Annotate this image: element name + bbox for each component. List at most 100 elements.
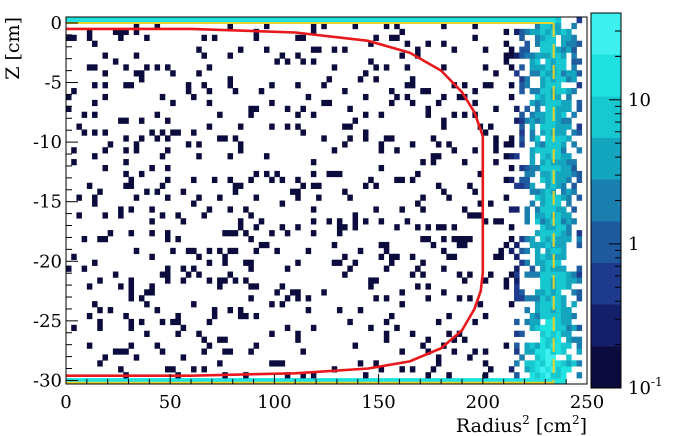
heatmap-cell: [71, 253, 77, 260]
heatmap-cell: [576, 348, 583, 355]
heatmap-cell: [86, 34, 93, 41]
heatmap-cell: [576, 194, 583, 201]
heatmap-cell: [149, 129, 155, 136]
heatmap-cell: [576, 277, 583, 284]
heatmap-cell: [138, 17, 145, 24]
heatmap-cell: [508, 271, 515, 278]
heatmap-cell: [71, 324, 77, 332]
heatmap-cell: [310, 206, 317, 213]
heatmap-cell: [545, 283, 551, 290]
heatmap-cell: [566, 318, 572, 326]
heatmap-cell: [519, 295, 525, 302]
heatmap-cell: [534, 247, 541, 255]
heatmap-cell: [217, 336, 223, 343]
heatmap-cell: [128, 82, 135, 89]
heatmap-cell: [540, 153, 546, 160]
heatmap-cell: [529, 200, 536, 207]
heatmap-cell: [540, 354, 546, 361]
heatmap-cell: [524, 46, 530, 53]
heatmap-cell: [566, 135, 572, 142]
heatmap-cell: [295, 82, 301, 89]
heatmap-cell: [237, 312, 244, 320]
heatmap-cell: [248, 283, 254, 290]
heatmap-cell: [560, 283, 567, 290]
heatmap-cell: [545, 147, 551, 154]
heatmap-cell: [378, 111, 385, 118]
heatmap-cell: [201, 34, 207, 41]
heatmap-cell: [545, 200, 551, 207]
heatmap-cell: [545, 141, 551, 148]
heatmap-cell: [524, 52, 530, 59]
heatmap-cell: [498, 253, 504, 260]
heatmap-cell: [482, 348, 489, 355]
heatmap-cell: [566, 224, 572, 231]
heatmap-cell: [159, 93, 166, 101]
heatmap-cell: [154, 188, 161, 195]
heatmap-cell: [170, 247, 176, 255]
heatmap-cell: [284, 17, 291, 24]
heatmap-cell: [310, 182, 317, 189]
heatmap-cell: [566, 123, 572, 130]
heatmap-cell: [191, 366, 197, 373]
heatmap-cell: [222, 253, 228, 260]
heatmap-cell: [435, 360, 442, 367]
heatmap-cell: [550, 141, 557, 148]
heatmap-cell: [545, 105, 551, 113]
heatmap-cell: [175, 236, 181, 243]
heatmap-cell: [389, 99, 395, 107]
heatmap-cell: [196, 378, 202, 384]
heatmap-cell: [477, 301, 484, 308]
heatmap-cell: [123, 182, 129, 189]
heatmap-cell: [300, 34, 306, 41]
heatmap-cell: [201, 348, 207, 355]
heatmap-cell: [331, 366, 338, 373]
heatmap-cell: [248, 17, 254, 24]
heatmap-cell: [222, 17, 228, 24]
heatmap-cell: [211, 34, 218, 41]
heatmap-cell: [269, 123, 275, 130]
heatmap-cell: [571, 271, 577, 278]
heatmap-cell: [545, 34, 551, 41]
heatmap-cell: [508, 378, 515, 384]
heatmap-cell: [399, 366, 405, 373]
heatmap-cell: [248, 348, 254, 355]
heatmap-cell: [420, 378, 426, 384]
heatmap-cell: [336, 259, 343, 266]
heatmap-cell: [576, 170, 583, 178]
heatmap-cell: [217, 277, 223, 284]
heatmap-cell: [467, 17, 473, 24]
heatmap-cell: [227, 230, 234, 237]
heatmap-cell: [441, 289, 447, 296]
heatmap-cell: [206, 99, 213, 107]
heatmap-cell: [76, 212, 82, 219]
heatmap-cell: [180, 265, 187, 272]
heatmap-cell: [253, 105, 260, 113]
heatmap-cell: [534, 206, 541, 213]
heatmap-cell: [201, 82, 207, 89]
heatmap-cell: [383, 295, 390, 302]
heatmap-cell: [534, 241, 541, 249]
heatmap-cell: [555, 135, 562, 142]
heatmap-cell: [164, 230, 171, 237]
heatmap-cell: [164, 366, 171, 373]
heatmap-cell: [461, 82, 468, 89]
heatmap-cell: [263, 241, 270, 249]
heatmap-cell: [201, 52, 207, 59]
heatmap-cell: [555, 265, 562, 272]
heatmap-cell: [206, 342, 213, 349]
heatmap-cell: [555, 241, 562, 249]
heatmap-cell: [560, 307, 567, 314]
heatmap-cell: [196, 330, 202, 337]
heatmap-cell: [555, 318, 562, 326]
heatmap-cell: [456, 378, 463, 384]
heatmap-cell: [399, 176, 405, 184]
heatmap-cell: [524, 182, 530, 189]
heatmap-cell: [519, 17, 525, 24]
heatmap-cell: [461, 241, 468, 249]
heatmap-cell: [196, 46, 202, 53]
heatmap-cell: [461, 236, 468, 243]
heatmap-cell: [545, 70, 551, 77]
heatmap-cell: [555, 28, 562, 36]
heatmap-cell: [435, 354, 442, 361]
heatmap-cell: [305, 93, 312, 101]
